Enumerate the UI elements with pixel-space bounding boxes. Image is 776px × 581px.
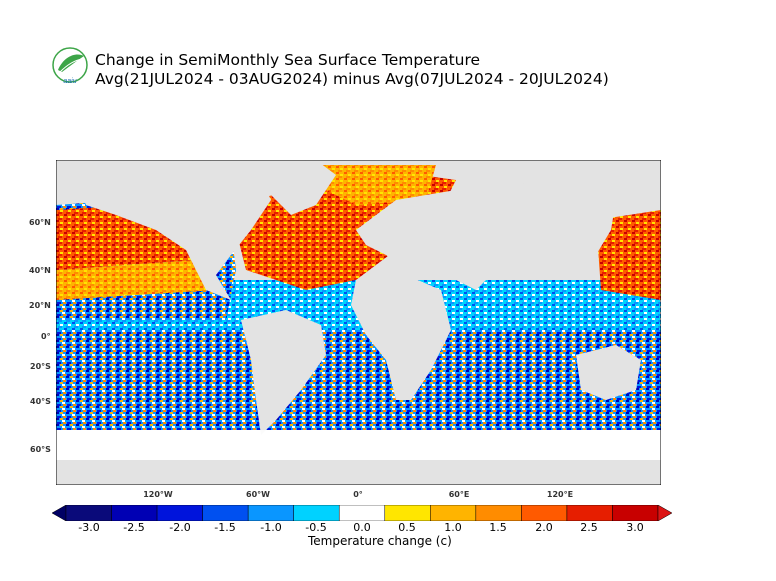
colorbar-segment (612, 505, 659, 521)
lon-label-60w: 60°W (246, 490, 270, 499)
temperature-colorbar (52, 505, 672, 521)
colorbar-segment (293, 505, 340, 521)
logo-ring (52, 47, 88, 83)
lon-label-0: 0° (353, 490, 363, 499)
southern-no-data (56, 430, 661, 460)
colorbar-high-arrow (657, 505, 672, 521)
antarctica-land (56, 460, 661, 485)
lat-label-60n: 60°N (29, 218, 51, 227)
map-title: Change in SemiMonthly Sea Surface Temper… (95, 51, 481, 69)
legend-tick: 3.0 (626, 521, 644, 534)
lat-label-equator: 0° (41, 332, 51, 341)
colorbar-segment (202, 505, 249, 521)
lon-label-60e: 60°E (448, 490, 470, 499)
lat-label-20s: 20°S (30, 362, 51, 371)
colorbar-segment (111, 505, 158, 521)
colorbar-segment (247, 505, 294, 521)
arctic-atlantic (316, 165, 436, 205)
legend-tick: -0.5 (305, 521, 327, 534)
eurasia-land (356, 175, 616, 290)
lat-label-40s: 40°S (30, 397, 51, 406)
north-america-land (76, 160, 271, 300)
colorbar-segment (156, 505, 203, 521)
colorbar-segment (338, 505, 386, 521)
west-pacific-warm (596, 210, 661, 300)
lat-label-40n: 40°N (29, 266, 51, 275)
legend-tick: -1.0 (260, 521, 282, 534)
legend-tick: -3.0 (78, 521, 100, 534)
map-subtitle: Avg(21JUL2024 - 03AUG2024) minus Avg(07J… (95, 70, 609, 88)
lat-label-20n: 20°N (29, 301, 51, 310)
lat-label-60s: 60°S (30, 445, 51, 454)
north-pacific-subtropic (56, 260, 216, 300)
lon-label-120w: 120°W (143, 490, 173, 499)
legend-tick: 0.0 (353, 521, 371, 534)
legend-tick: -1.5 (214, 521, 236, 534)
colorbar-segment (566, 505, 613, 521)
africa-land (351, 275, 451, 400)
agency-logo: aaiu (52, 47, 88, 85)
legend-tick: -2.5 (123, 521, 145, 534)
leaf-vein-icon (59, 58, 83, 73)
legend-tick: 1.0 (444, 521, 462, 534)
colorbar-low-arrow (52, 505, 67, 521)
legend-title: Temperature change (c) (308, 534, 452, 548)
colorbar-segment (430, 505, 477, 521)
south-america-land (241, 310, 326, 435)
lon-label-120e: 120°E (546, 490, 574, 499)
australia-land (576, 345, 641, 400)
colorbar-segment (475, 505, 522, 521)
legend-tick: 1.5 (489, 521, 507, 534)
legend-tick: 0.5 (398, 521, 416, 534)
legend-tick: 2.0 (535, 521, 553, 534)
colorbar-segments (65, 505, 659, 521)
colorbar-segment (65, 505, 112, 521)
title-block: Change in SemiMonthly Sea Surface Temper… (95, 51, 609, 89)
legend-tick: 2.5 (580, 521, 598, 534)
legend-tick: -2.0 (169, 521, 191, 534)
sst-change-map (56, 160, 661, 485)
colorbar-segment (521, 505, 568, 521)
greenland-land (261, 160, 336, 215)
logo-text: aaiu (63, 78, 76, 85)
colorbar-segment (384, 505, 431, 521)
